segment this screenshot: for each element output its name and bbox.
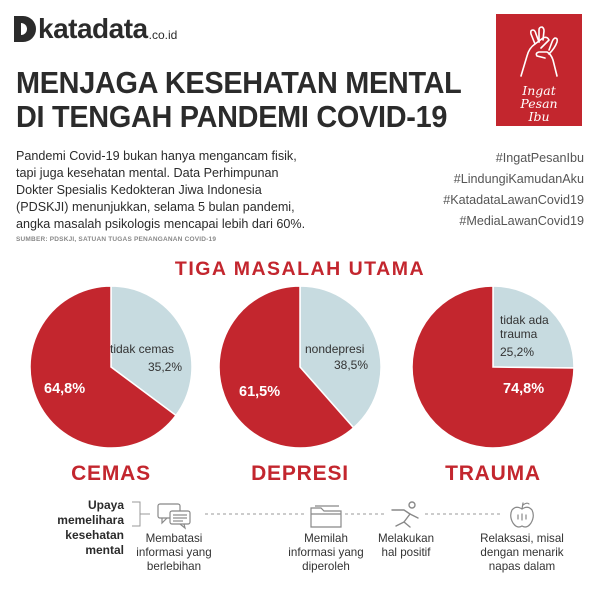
upaya-connector xyxy=(132,501,500,527)
pie-3-minor-label-2: trauma xyxy=(500,327,538,341)
pie-2-main-value: 61,5% xyxy=(239,384,281,400)
pie-3-slice-minor xyxy=(492,285,575,369)
title-line-2: DI TENGAH PANDEMI COVID-19 xyxy=(16,99,448,134)
upaya-item-text: Relaksasi, misal xyxy=(480,532,564,545)
pie-1-minor-label: tidak cemas xyxy=(110,342,175,356)
pie-1-main-value: 64,8% xyxy=(44,381,86,397)
pie-1-slice-minor xyxy=(110,285,193,417)
brand-name: katadata xyxy=(38,13,148,44)
hashtag[interactable]: #MediaLawanCovid19 xyxy=(459,214,584,228)
upaya-title-line: Upaya xyxy=(87,498,124,512)
badge-text: Ingat Pesan Ibu xyxy=(496,84,582,123)
bracket-shape xyxy=(132,501,141,527)
apple-icon xyxy=(510,502,534,528)
running-person-icon xyxy=(391,501,419,528)
section-title: TIGA MASALAH UTAMA xyxy=(174,258,426,280)
hashtag[interactable]: #LindungiKamudanAku xyxy=(453,172,584,186)
upaya-title-line: kesehatan xyxy=(65,528,124,542)
title-line-1: MENJAGA KESEHATAN MENTAL xyxy=(16,65,462,100)
intro-line: angka masalah psikologis mencapai lebih … xyxy=(16,217,306,231)
katadata-logo[interactable]: katadata .co.id xyxy=(14,13,178,44)
intro-line: tapi juga kesehatan mental. Data Perhimp… xyxy=(16,166,279,180)
pie-3-main-value: 74,8% xyxy=(503,381,545,397)
badge-line-3: Ibu xyxy=(528,109,550,124)
pie-1-minor-value: 35,2% xyxy=(148,360,183,374)
pie-3-title: TRAUMA xyxy=(445,462,541,485)
folder-icon xyxy=(310,505,342,528)
upaya-item-text: informasi yang xyxy=(136,546,212,559)
upaya-item-3: Melakukan hal positif xyxy=(346,532,466,560)
upaya-title-line: memelihara xyxy=(57,513,124,527)
pie-2-title: DEPRESI xyxy=(251,462,349,485)
upaya-item-text: berlebihan xyxy=(146,560,202,573)
hashtag-list: #IngatPesanIbu #LindungiKamudanAku #Kata… xyxy=(443,148,584,232)
upaya-item-2: Memilah informasi yang diperoleh xyxy=(266,532,386,574)
ingat-pesan-ibu-badge: Ingat Pesan Ibu xyxy=(496,14,582,126)
upaya-item-text: informasi yang xyxy=(288,546,364,559)
badge-line-1: Ingat xyxy=(522,83,556,98)
chat-bubbles-icon xyxy=(157,503,191,530)
pie-3-minor-label-1: tidak ada xyxy=(500,313,549,327)
pie-2-slice-major xyxy=(218,285,355,449)
upaya-item-1: Membatasi informasi yang berlebihan xyxy=(114,532,234,574)
hashtag[interactable]: #IngatPesanIbu xyxy=(495,151,584,165)
intro-paragraph: Pandemi Covid-19 bukan hanya mengancam f… xyxy=(16,148,386,233)
upaya-item-text: hal positif xyxy=(381,546,431,559)
upaya-title: Upaya memelihara kesehatan mental xyxy=(20,498,124,558)
brand-suffix: .co.id xyxy=(148,28,178,42)
pie-charts xyxy=(29,285,575,449)
pie-3-minor-value: 25,2% xyxy=(500,345,535,359)
intro-line: Pandemi Covid-19 bukan hanya mengancam f… xyxy=(16,149,297,163)
upaya-title-line: mental xyxy=(85,543,124,557)
upaya-item-text: Melakukan xyxy=(377,532,435,545)
upaya-item-text: Memilah xyxy=(304,532,348,545)
katadata-logo-mark xyxy=(14,16,36,42)
intro-line: Dokter Spesialis Kedokteran Jiwa Indones… xyxy=(16,183,262,197)
pie-2-minor-value: 38,5% xyxy=(334,358,369,372)
upaya-item-4: Relaksasi, misal dengan menarik napas da… xyxy=(462,532,582,574)
upaya-item-text: diperoleh xyxy=(302,560,350,573)
upaya-item-text: dengan menarik xyxy=(480,546,564,559)
intro-line: (PDSKJI) menunjukkan, selama 5 bulan pan… xyxy=(16,200,295,214)
hashtag[interactable]: #KatadataLawanCovid19 xyxy=(443,193,584,207)
pie-2-minor-label: nondepresi xyxy=(305,342,365,356)
upaya-item-text: Membatasi xyxy=(145,532,203,545)
pie-2-slice-minor xyxy=(299,285,382,429)
pie-3-slice-major xyxy=(411,285,575,449)
hands-icon xyxy=(520,26,559,77)
source-note: SUMBER: PDSKJI, SATUAN TUGAS PENANGANAN … xyxy=(16,236,217,243)
pie-1-slice-major xyxy=(29,285,177,449)
pie-1-title: CEMAS xyxy=(71,462,151,485)
upaya-item-text: napas dalam xyxy=(488,560,556,573)
page-title: MENJAGA KESEHATAN MENTAL DI TENGAH PANDE… xyxy=(16,66,462,134)
badge-line-2: Pesan xyxy=(520,96,558,111)
